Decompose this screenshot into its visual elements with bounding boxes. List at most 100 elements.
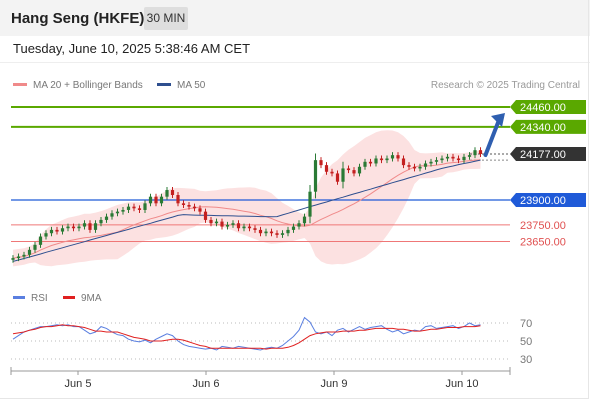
x-tick-label: Jun 10 <box>445 378 478 390</box>
rsi-label: RSI <box>31 293 48 304</box>
candle-body <box>467 155 472 157</box>
last-price-tag-bg <box>510 146 586 161</box>
divider <box>0 62 590 63</box>
candle-body <box>27 249 32 255</box>
rsi-panel: 70 50 30 <box>11 316 532 366</box>
candle-body <box>330 171 334 174</box>
candle-body <box>357 166 362 174</box>
candle-body <box>242 226 246 229</box>
resistance-tag-2-bg <box>510 119 586 134</box>
candle-body <box>82 223 87 227</box>
x-tick-label: Jun 6 <box>193 378 220 390</box>
pivot-tag: 23900.00 <box>510 193 586 207</box>
candle-body <box>115 211 120 214</box>
candle-body <box>269 231 274 234</box>
candle-body <box>22 254 26 257</box>
legend-ma50: MA 50 <box>157 80 205 91</box>
candle-body <box>49 229 54 234</box>
candle-body <box>60 228 65 232</box>
candle-body <box>154 196 158 204</box>
candle-body <box>198 208 202 212</box>
candle-body <box>247 226 252 229</box>
moving-averages <box>12 159 481 262</box>
resistance-tag-1-text: 24460.00 <box>520 102 566 114</box>
candle-body <box>148 196 153 204</box>
candle-body <box>434 160 439 162</box>
candle-body <box>225 224 230 227</box>
candle-body <box>88 223 92 230</box>
candle-body <box>396 155 400 159</box>
candle-body <box>335 173 340 182</box>
copyright-text: Research © 2025 Trading Central <box>430 80 580 91</box>
rsi-ma-swatch <box>63 295 75 299</box>
resistance-tag-1: 24460.00 <box>510 100 586 114</box>
timeframe-button[interactable]: 30 MIN <box>144 7 188 30</box>
candle-body <box>143 203 147 210</box>
candle-body <box>385 158 389 161</box>
candle-body <box>38 236 43 245</box>
candle-body <box>313 160 318 192</box>
ma20-label: MA 20 + Bollinger Bands <box>33 80 143 91</box>
last-price-tag: 24177.00 <box>510 146 586 161</box>
rsi-ma-label: 9MA <box>81 293 102 304</box>
candle-body <box>170 190 175 196</box>
candle-body <box>264 231 268 234</box>
x-axis: Jun 5 Jun 6 Jun 9 Jun 10 <box>10 367 511 390</box>
resistance-tag-2: 24340.00 <box>510 119 586 134</box>
candle-body <box>401 158 406 166</box>
rsi-tick-label: 50 <box>520 336 532 348</box>
candle-body <box>341 168 345 182</box>
ma50-swatch <box>157 82 171 86</box>
candle-body <box>192 206 197 209</box>
rsi-swatch <box>13 295 25 299</box>
ma20-line <box>12 159 481 259</box>
candle-body <box>181 203 186 205</box>
level-tags: 24460.00 24340.00 24177.00 23900.00 23750.00… <box>483 100 586 249</box>
pivot-tag-text: 23900.00 <box>520 195 566 207</box>
candle-body <box>236 223 241 229</box>
candle-body <box>324 165 329 172</box>
candle-body <box>308 191 312 217</box>
candle-body <box>253 228 257 230</box>
candle-body <box>258 229 263 234</box>
candle-body <box>352 170 356 174</box>
header-bar: Hang Seng (HKFE) 30 MIN <box>0 0 590 36</box>
rsi-ma-line <box>12 324 481 350</box>
x-tick-label: Jun 5 <box>65 378 92 390</box>
candle-body <box>291 226 296 230</box>
candle-body <box>93 223 98 230</box>
resistance-tag-2-text: 24340.00 <box>520 122 566 134</box>
candle-body <box>302 216 307 224</box>
candle-body <box>462 156 466 161</box>
candle-body <box>231 223 235 225</box>
candle-body <box>379 158 384 161</box>
forecast-arrow-head <box>491 113 505 127</box>
instrument-title: Hang Seng (HKFE) <box>11 10 145 27</box>
candle-body <box>368 161 373 164</box>
pivot-tag-bg <box>510 193 586 207</box>
support-tag-2: 23650.00 <box>520 237 566 249</box>
candle-body <box>209 219 213 224</box>
candle-body <box>121 209 125 212</box>
ma20-swatch <box>13 82 27 86</box>
rsi-tick-label: 70 <box>520 318 532 330</box>
support-tag-1-text: 23750.00 <box>520 220 566 232</box>
candle-body <box>33 244 37 250</box>
x-tick-label: Jun 9 <box>321 378 348 390</box>
candle-body <box>126 206 131 210</box>
rsi-tick-label: 30 <box>520 354 532 366</box>
bollinger-band-area <box>13 130 481 267</box>
candle-body <box>429 161 433 164</box>
candle-body <box>478 150 483 154</box>
candle-body <box>374 158 378 164</box>
last-price-tag-text: 24177.00 <box>520 149 566 161</box>
support-tag-2-text: 23650.00 <box>520 237 566 249</box>
candle-body <box>297 223 301 227</box>
candle-body <box>451 156 455 159</box>
candle-body <box>423 163 428 167</box>
candle-body <box>132 206 136 209</box>
candle-body <box>280 233 285 235</box>
candle-body <box>165 190 169 197</box>
candle-body <box>214 221 219 224</box>
